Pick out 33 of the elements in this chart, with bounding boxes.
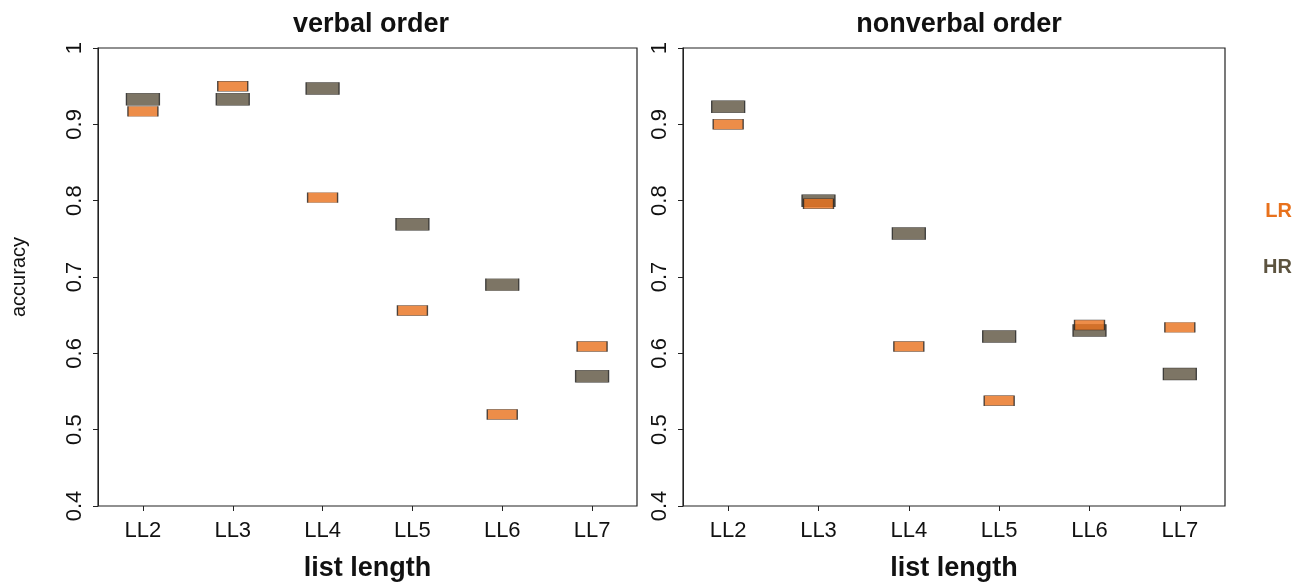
x-tick-label: LL6 [483, 516, 521, 542]
y-tick-label: 0.8 [645, 185, 671, 216]
y-tick-label: 0.4 [60, 490, 86, 522]
x-tick-label: LL4 [890, 516, 928, 542]
x-tick-label: LL2 [709, 516, 747, 542]
x-tick-label: LL3 [800, 516, 837, 542]
y-tick-label: 0.5 [645, 414, 671, 445]
text: HR [1263, 255, 1293, 277]
y-tick-label: 1 [60, 41, 86, 55]
chart-title: verbal order [292, 7, 450, 38]
x-tick-label: LL4 [304, 516, 341, 542]
x-tick-label: LL7 [573, 516, 611, 542]
x-tick-label: LL5 [980, 516, 1018, 542]
chart-title: nonverbal order [856, 7, 1063, 38]
y-tick-label: 0.6 [60, 338, 86, 369]
x-tick-label: LL7 [1161, 516, 1199, 542]
y-tick-label: 1 [645, 41, 671, 55]
y-tick-label: 0.8 [60, 185, 86, 216]
y-tick-label: 0.7 [645, 261, 671, 293]
x-axis-title: list length [303, 551, 432, 582]
x-tick-label: LL6 [1071, 516, 1108, 542]
y-tick-label: 0.5 [60, 414, 86, 445]
x-axis-title: list length [890, 551, 1018, 582]
y-tick-label: 0.9 [60, 109, 86, 140]
y-tick-label: 0.9 [645, 109, 671, 140]
x-tick-label: LL2 [124, 516, 162, 542]
y-axis-title: accuracy [7, 236, 29, 318]
y-tick-label: 0.6 [645, 338, 671, 369]
y-tick-label: 0.4 [645, 490, 671, 522]
text: LR [1265, 199, 1293, 221]
x-tick-label: LL5 [394, 516, 431, 542]
x-tick-label: LL3 [214, 516, 252, 542]
y-tick-label: 0.7 [60, 261, 86, 293]
